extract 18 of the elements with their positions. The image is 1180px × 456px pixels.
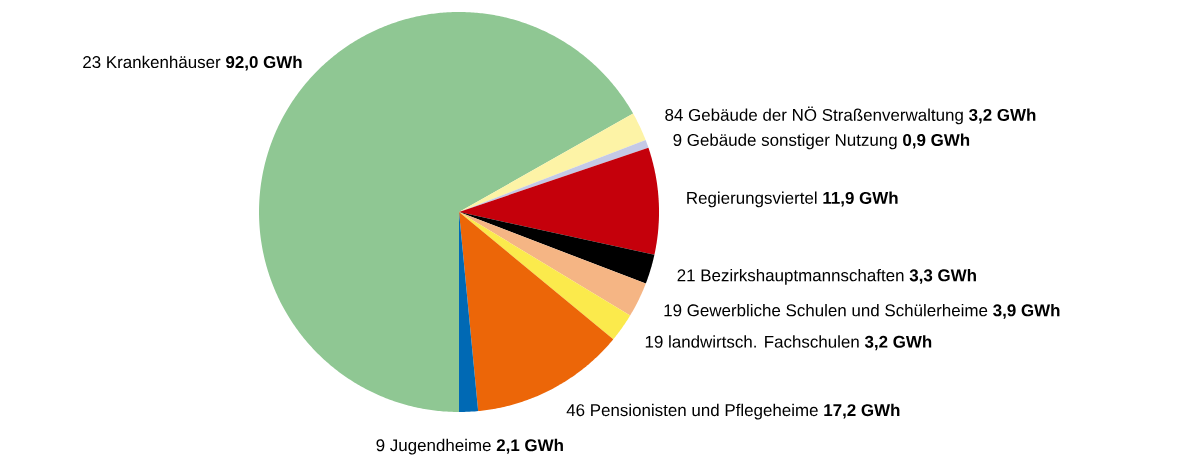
data-label: 11,9 GWh (823, 191, 898, 207)
slice-label: 46 Pensionisten und Pflegeheime (566, 403, 818, 420)
slice-label: 23 Krankenhäuser (83, 55, 221, 69)
slice-label: 84 Gebäude der NÖ Straßenverwaltung (665, 106, 963, 125)
slice-label: 19 landwirtsch. Fachschulen (645, 335, 859, 348)
data-label: 92,0 GWh (226, 55, 302, 71)
slice-label: 21 Bezirkshauptmannschaften (677, 269, 904, 285)
data-label: 3,9 GWh (993, 304, 1060, 319)
data-label: 3,2 GWh (969, 108, 1036, 124)
slice-label: 19 Gewerbliche Schulen und Schülerheime (664, 304, 988, 317)
data-label: 0,9 GWh (903, 133, 970, 149)
slice-label: Regierungsviertel (687, 191, 817, 208)
data-label: 3,3 GWh (909, 269, 976, 285)
data-label: 3,2 GWh (864, 335, 932, 351)
slice-label: 9 Gebäude sonstiger Nutzung (673, 133, 897, 150)
data-label: 2,1 GWh (496, 439, 563, 454)
data-label: 17,2 GWh (824, 403, 900, 419)
slice-label: 9 Jugendheime (376, 439, 491, 455)
